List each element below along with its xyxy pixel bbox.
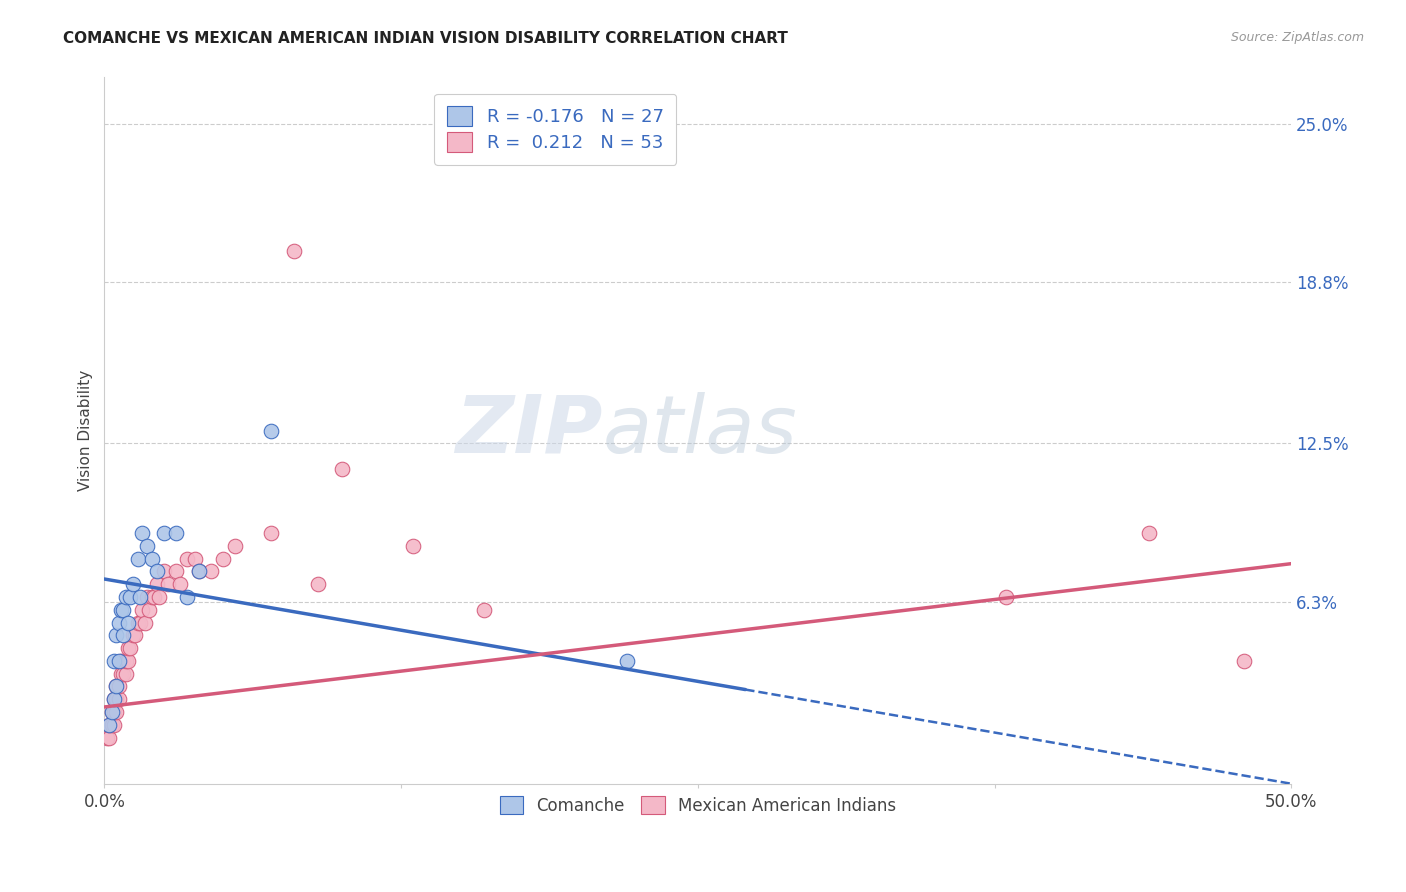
Point <box>112 603 135 617</box>
Point <box>103 692 125 706</box>
Point <box>145 577 167 591</box>
Point <box>157 577 180 591</box>
Point <box>98 718 121 732</box>
Point <box>103 718 125 732</box>
Point <box>143 590 166 604</box>
Y-axis label: Vision Disability: Vision Disability <box>79 370 93 491</box>
Point <box>117 615 139 630</box>
Point <box>165 565 187 579</box>
Point <box>200 565 222 579</box>
Point <box>176 551 198 566</box>
Text: ZIP: ZIP <box>456 392 603 469</box>
Point <box>183 551 205 566</box>
Point <box>188 565 211 579</box>
Point <box>105 692 128 706</box>
Point <box>259 525 281 540</box>
Point <box>1233 654 1256 668</box>
Point <box>105 705 128 719</box>
Point <box>212 551 235 566</box>
Point <box>134 615 156 630</box>
Point <box>136 590 159 604</box>
Point <box>107 680 129 694</box>
Point <box>145 565 167 579</box>
Point <box>103 705 125 719</box>
Point <box>127 615 149 630</box>
Point <box>105 628 128 642</box>
Point <box>107 615 129 630</box>
Point <box>114 666 136 681</box>
Point <box>127 551 149 566</box>
Point <box>110 603 132 617</box>
Point <box>100 705 122 719</box>
Point <box>141 551 163 566</box>
Point <box>103 654 125 668</box>
Point <box>122 577 145 591</box>
Point <box>117 641 139 656</box>
Point <box>129 590 152 604</box>
Point <box>224 539 246 553</box>
Point <box>100 705 122 719</box>
Point <box>103 692 125 706</box>
Point <box>402 539 425 553</box>
Point <box>136 539 159 553</box>
Point <box>105 680 128 694</box>
Point <box>259 424 281 438</box>
Point <box>114 590 136 604</box>
Point <box>330 462 353 476</box>
Point <box>616 654 638 668</box>
Point <box>131 603 153 617</box>
Point <box>148 590 170 604</box>
Point <box>112 666 135 681</box>
Point <box>110 654 132 668</box>
Point <box>152 525 174 540</box>
Point <box>1137 525 1160 540</box>
Text: atlas: atlas <box>603 392 797 469</box>
Point <box>283 244 305 259</box>
Point <box>124 628 146 642</box>
Point <box>472 603 495 617</box>
Point <box>100 718 122 732</box>
Point <box>98 731 121 745</box>
Point <box>107 654 129 668</box>
Point <box>112 654 135 668</box>
Point <box>107 692 129 706</box>
Point <box>141 590 163 604</box>
Point <box>138 603 160 617</box>
Point <box>995 590 1018 604</box>
Point <box>98 718 121 732</box>
Point <box>129 615 152 630</box>
Point <box>152 565 174 579</box>
Point <box>114 654 136 668</box>
Point <box>120 590 142 604</box>
Point <box>188 565 211 579</box>
Point <box>110 666 132 681</box>
Point <box>105 680 128 694</box>
Text: Source: ZipAtlas.com: Source: ZipAtlas.com <box>1230 31 1364 45</box>
Text: COMANCHE VS MEXICAN AMERICAN INDIAN VISION DISABILITY CORRELATION CHART: COMANCHE VS MEXICAN AMERICAN INDIAN VISI… <box>63 31 789 46</box>
Point <box>120 641 142 656</box>
Point <box>112 628 135 642</box>
Point <box>131 525 153 540</box>
Point <box>117 654 139 668</box>
Point <box>176 590 198 604</box>
Point <box>122 628 145 642</box>
Point <box>165 525 187 540</box>
Legend: Comanche, Mexican American Indians: Comanche, Mexican American Indians <box>489 786 905 825</box>
Point <box>96 731 118 745</box>
Point <box>169 577 191 591</box>
Point <box>307 577 329 591</box>
